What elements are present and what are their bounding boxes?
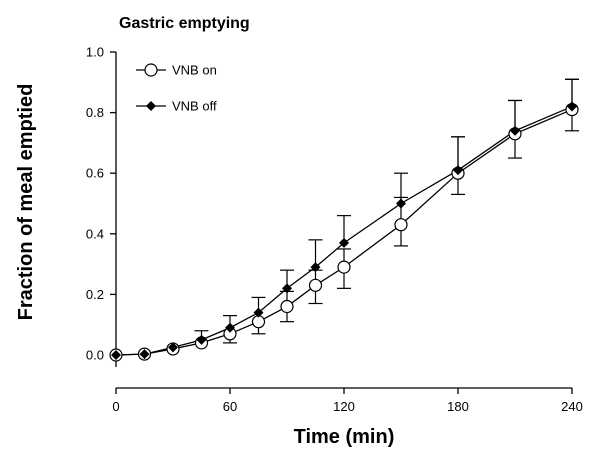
data-point-vnb-off [253, 307, 264, 318]
y-tick-label: 1.0 [86, 45, 104, 60]
x-tick-label: 60 [223, 399, 237, 414]
x-axis-title: Time (min) [294, 426, 395, 448]
y-axis-title: Fraction of meal emptied [15, 84, 37, 321]
data-point-vnb-off [168, 342, 178, 353]
data-point-vnb-on [308, 278, 323, 292]
data-point-vnb-off [310, 262, 321, 273]
x-tick-label: 240 [561, 399, 583, 414]
legend-label-vnb-off: VNB off [172, 99, 217, 114]
data-point-vnb-off [396, 198, 406, 209]
chart-title: Gastric emptying [119, 15, 250, 32]
y-tick-label: 0.0 [86, 348, 104, 363]
x-tick-label: 0 [112, 399, 119, 414]
data-point-vnb-off [196, 334, 207, 345]
legend-label-vnb-on: VNB on [172, 63, 217, 78]
y-tick-label: 0.4 [86, 226, 104, 241]
y-tick-label: 0.2 [86, 287, 104, 302]
data-point-vnb-off [225, 322, 235, 333]
data-point-vnb-on [280, 299, 294, 314]
data-point-vnb-on [394, 218, 408, 232]
data-point-vnb-off [339, 237, 349, 248]
data-point-vnb-off [139, 349, 150, 360]
data-point-vnb-off [567, 101, 577, 112]
legend-open-circle-icon [144, 63, 158, 77]
data-point-vnb-off [111, 350, 121, 360]
error-bars [194, 78, 579, 344]
legend: VNB on VNB off [136, 63, 217, 114]
x-tick-label: 120 [333, 399, 355, 414]
legend-filled-diamond-icon [146, 101, 156, 111]
x-axis-ticks: 0 60 120 180 240 [112, 388, 583, 414]
data-point-vnb-off [282, 283, 292, 294]
y-tick-label: 0.8 [86, 105, 104, 120]
data-series [109, 101, 579, 362]
data-point-vnb-off [510, 125, 520, 136]
x-tick-label: 180 [447, 399, 469, 414]
y-axis-ticks: 0.0 0.2 0.4 0.6 0.8 1.0 [86, 45, 116, 363]
data-point-vnb-off [453, 165, 463, 176]
data-point-vnb-on [337, 260, 351, 274]
y-tick-label: 0.6 [86, 166, 104, 181]
